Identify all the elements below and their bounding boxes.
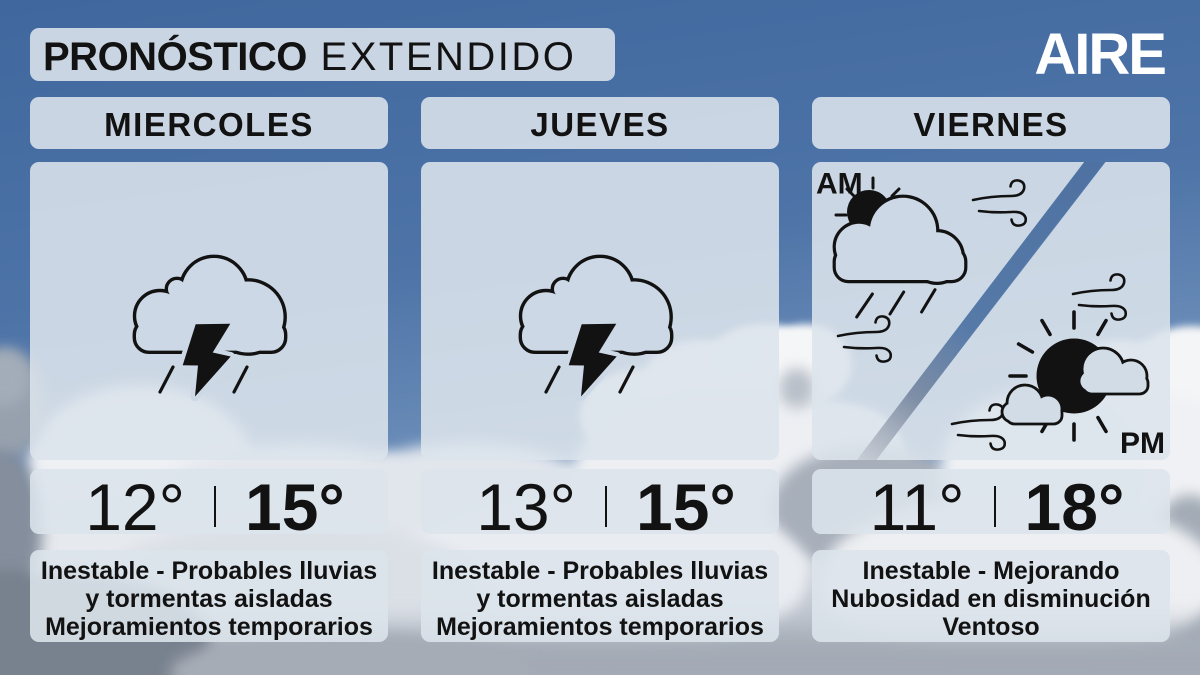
svg-text:AM: AM [816,168,863,201]
svg-text:PM: PM [1120,427,1165,460]
